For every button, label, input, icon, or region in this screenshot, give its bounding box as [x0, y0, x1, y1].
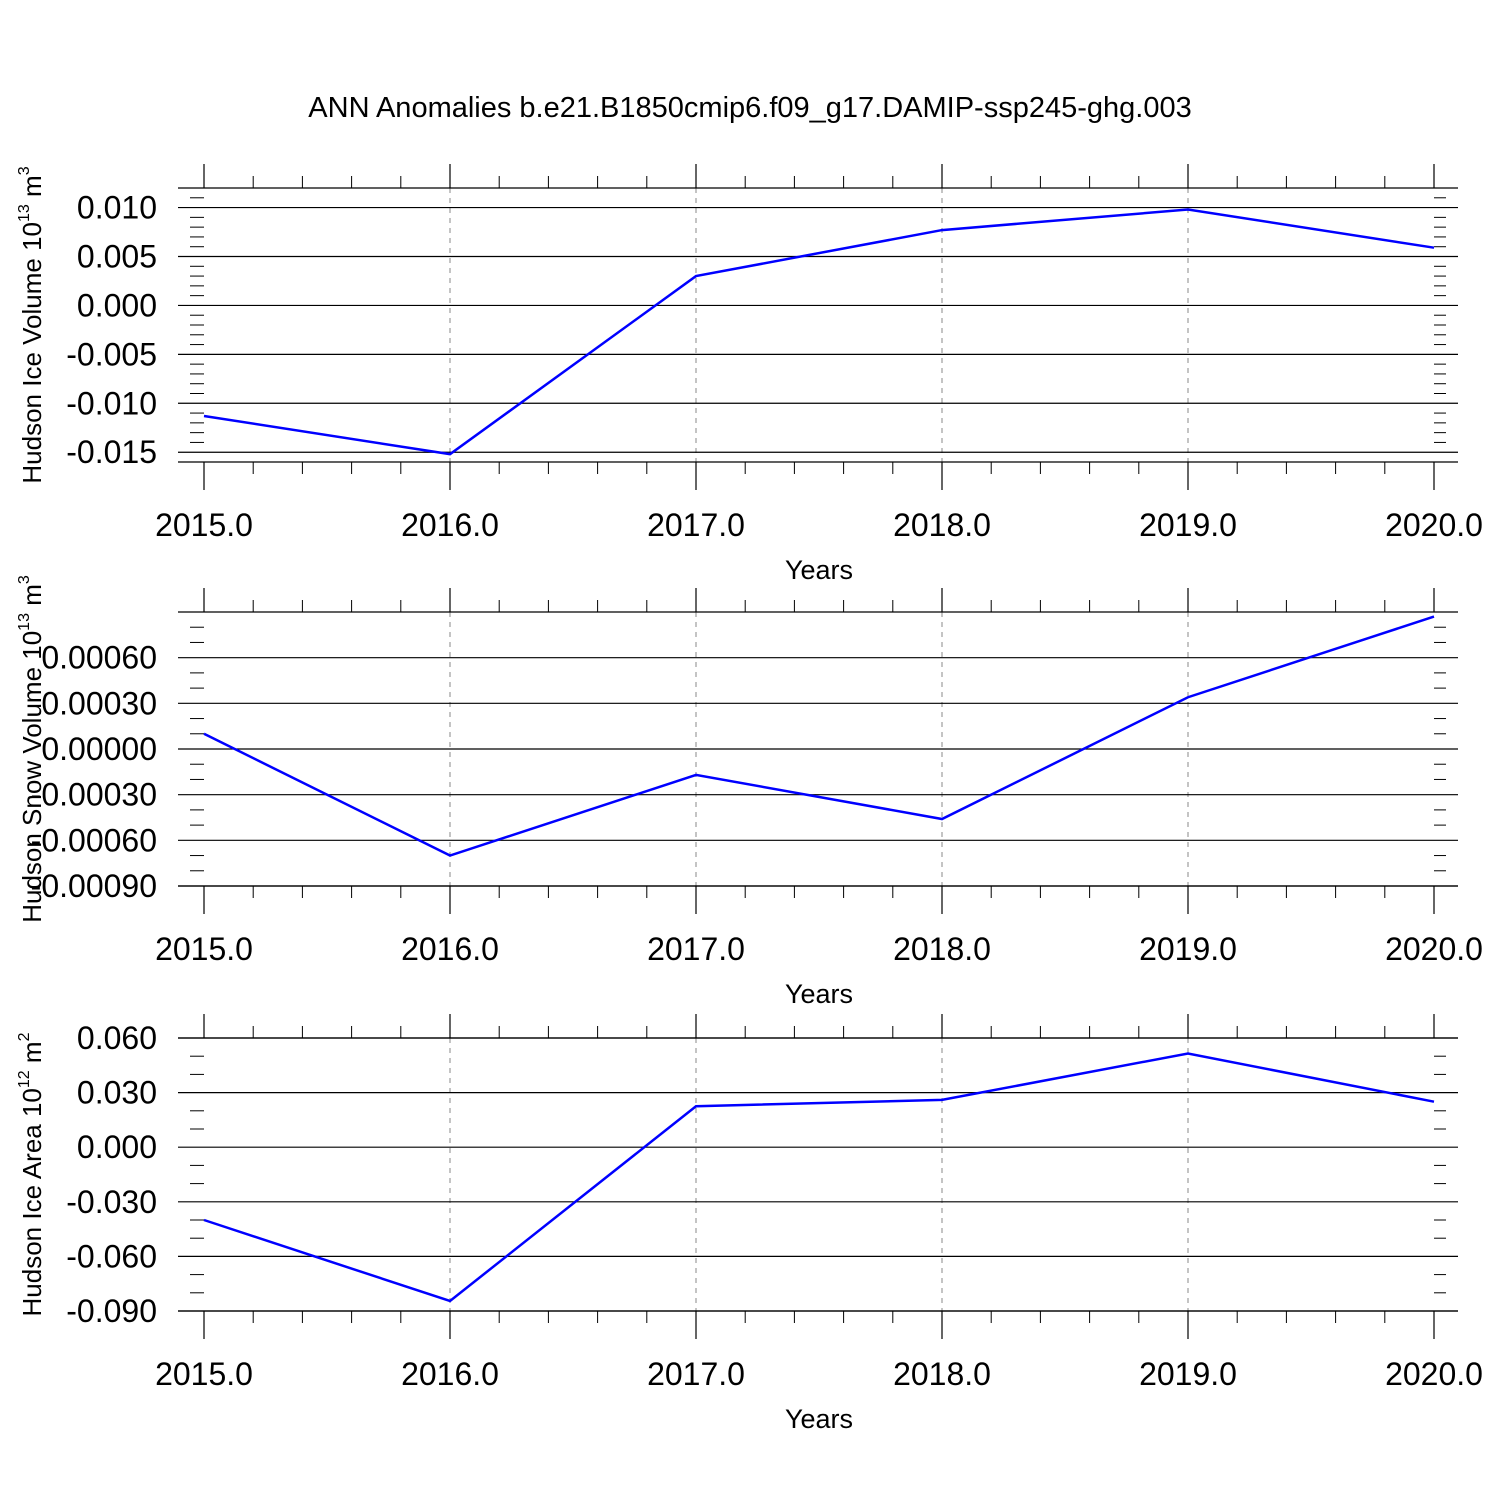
- y-tick-label: -0.090: [66, 1293, 157, 1329]
- y-tick-label: 0.060: [77, 1020, 157, 1056]
- y-tick-label: 0.00030: [41, 685, 157, 721]
- x-tick-label: 2018.0: [893, 507, 991, 543]
- x-tick-label: 2019.0: [1139, 507, 1237, 543]
- x-tick-label: 2015.0: [155, 507, 253, 543]
- x-tick-label: 2017.0: [647, 1356, 745, 1392]
- y-tick-label: -0.00090: [31, 868, 157, 904]
- y-axis-label-unit: m: [17, 584, 47, 613]
- y-tick-label: -0.00060: [31, 822, 157, 858]
- y-tick-label: 0.010: [77, 190, 157, 226]
- x-tick-label: 2020.0: [1385, 507, 1483, 543]
- x-tick-label: 2020.0: [1385, 1356, 1483, 1392]
- y-axis-label-unit-exponent: 3: [16, 575, 33, 584]
- y-axis-label-text: Hudson Ice Volume 10: [17, 222, 47, 484]
- y-axis-label-unit: m: [17, 1041, 47, 1070]
- y-tick-label: -0.030: [66, 1184, 157, 1220]
- x-tick-label: 2016.0: [401, 1356, 499, 1392]
- x-tick-label: 2015.0: [155, 931, 253, 967]
- x-tick-label: 2018.0: [893, 931, 991, 967]
- y-tick-label: -0.010: [66, 385, 157, 421]
- x-tick-label: 2019.0: [1139, 1356, 1237, 1392]
- x-tick-label: 2016.0: [401, 931, 499, 967]
- y-tick-label: -0.00030: [31, 777, 157, 813]
- y-tick-label: -0.015: [66, 434, 157, 470]
- y-tick-label: 0.000: [77, 1129, 157, 1165]
- x-axis-label: Years: [785, 979, 853, 1009]
- x-axis-label: Years: [785, 1404, 853, 1434]
- y-tick-label: 0.000: [77, 287, 157, 323]
- y-axis-label-exponent: 13: [16, 613, 33, 631]
- y-axis-label-unit: m: [17, 175, 47, 204]
- y-axis-label-text: Hudson Ice Area 10: [17, 1088, 47, 1316]
- figure-title: ANN Anomalies b.e21.B1850cmip6.f09_g17.D…: [308, 92, 1191, 124]
- x-tick-label: 2020.0: [1385, 931, 1483, 967]
- x-tick-label: 2017.0: [647, 507, 745, 543]
- y-axis-label-unit-exponent: 2: [16, 1032, 33, 1041]
- y-tick-label: 0.030: [77, 1075, 157, 1111]
- y-axis-label-exponent: 12: [16, 1070, 33, 1088]
- x-tick-label: 2017.0: [647, 931, 745, 967]
- y-tick-label: 0.00060: [41, 640, 157, 676]
- y-axis-label-exponent: 13: [16, 204, 33, 222]
- y-axis-label-unit-exponent: 3: [16, 166, 33, 175]
- x-tick-label: 2016.0: [401, 507, 499, 543]
- y-tick-label: -0.005: [66, 336, 157, 372]
- y-axis-label-text: Hudson Snow Volume 10: [17, 631, 47, 923]
- x-axis-label: Years: [785, 555, 853, 585]
- y-tick-label: -0.060: [66, 1238, 157, 1274]
- x-tick-label: 2018.0: [893, 1356, 991, 1392]
- y-tick-label: 0.00000: [41, 731, 157, 767]
- x-tick-label: 2015.0: [155, 1356, 253, 1392]
- y-tick-label: 0.005: [77, 239, 157, 275]
- x-tick-label: 2019.0: [1139, 931, 1237, 967]
